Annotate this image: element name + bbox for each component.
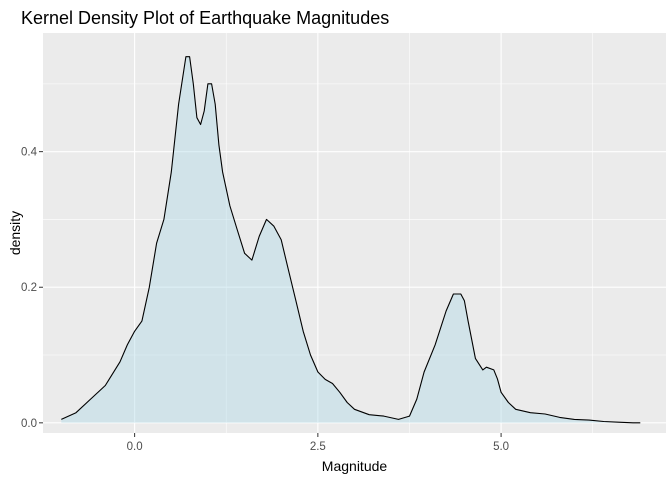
plot-panel <box>43 33 666 433</box>
y-axis: 0.0 0.2 0.4 <box>21 147 43 430</box>
x-tick-label: 0.0 <box>127 441 143 453</box>
density-area <box>61 56 641 423</box>
major-gridlines <box>43 33 666 433</box>
y-axis-title: density <box>7 211 23 255</box>
x-tick-label: 2.5 <box>310 441 326 453</box>
y-tick-label: 0.4 <box>21 147 38 159</box>
x-axis-title: Magnitude <box>322 458 388 474</box>
minor-gridlines <box>43 33 666 433</box>
chart-title: Kernel Density Plot of Earthquake Magnit… <box>21 8 389 28</box>
density-line <box>61 56 641 424</box>
x-axis: 0.0 2.5 5.0 <box>127 433 509 453</box>
y-tick-label: 0.2 <box>21 282 37 294</box>
x-tick-label: 5.0 <box>493 441 509 453</box>
y-tick-label: 0.0 <box>21 418 37 430</box>
